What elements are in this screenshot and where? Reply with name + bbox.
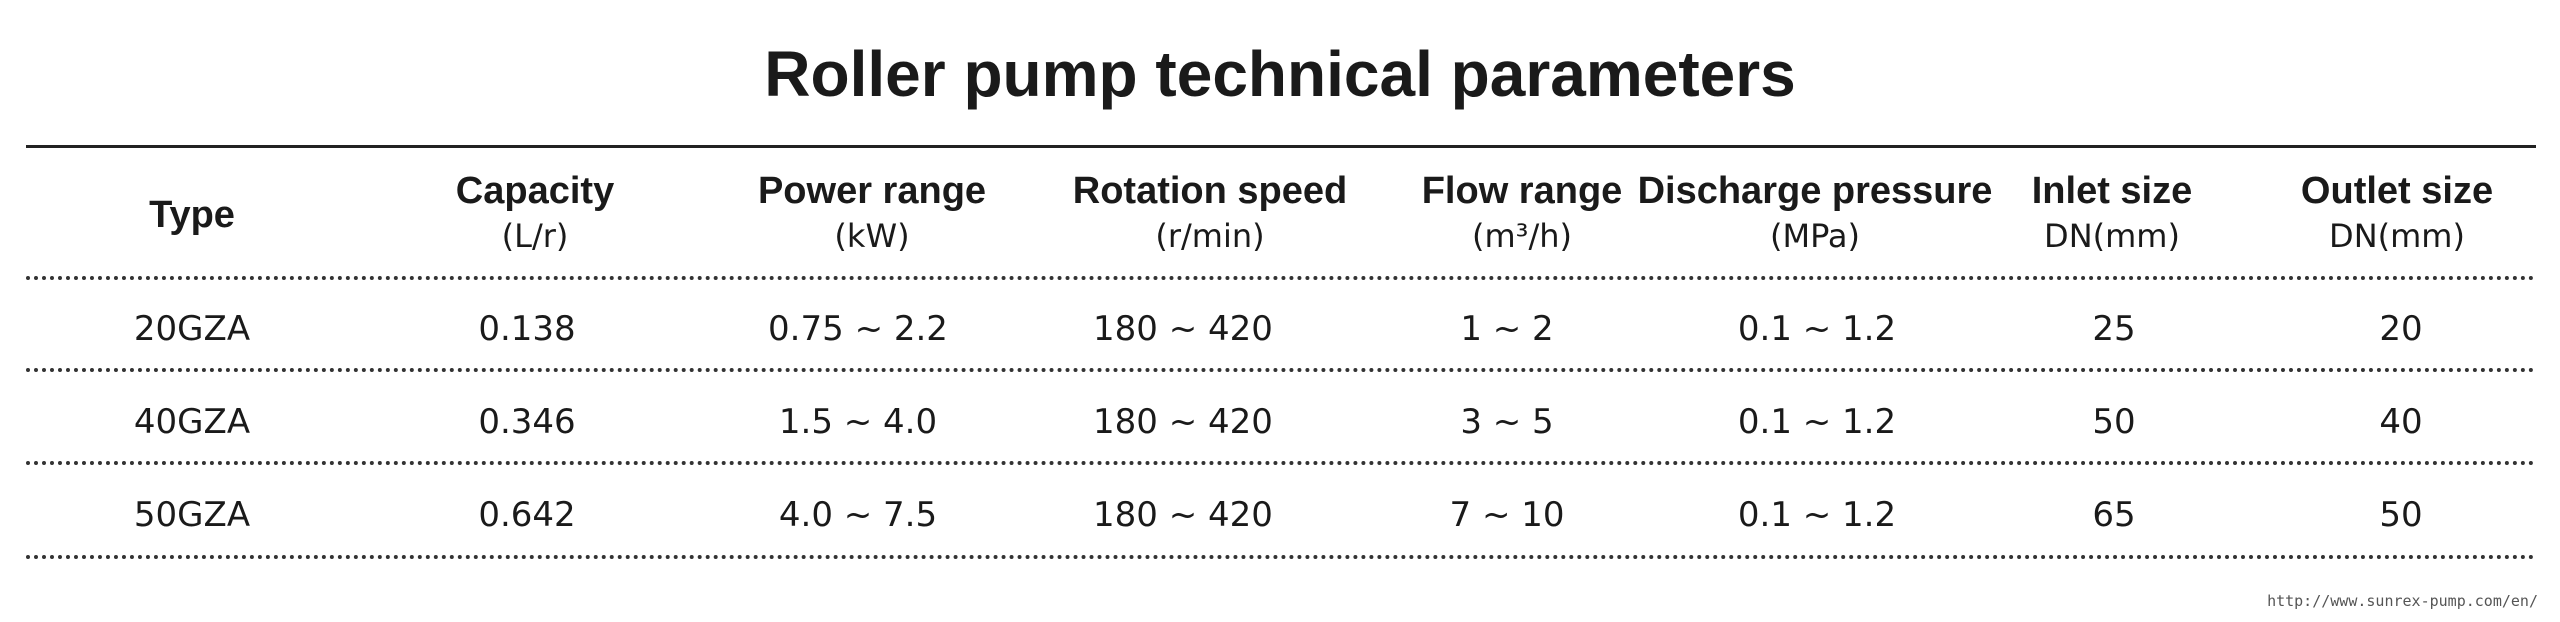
cell-flow-range: 1 ~ 2 — [1460, 309, 1554, 349]
cell-type: 40GZA — [133, 402, 251, 442]
cell-type: 20GZA — [133, 309, 251, 349]
cell-discharge-pressure: 0.1 ~ 1.2 — [1737, 495, 1897, 535]
header-label: Power range — [757, 170, 987, 212]
header-unit: (kW) — [834, 217, 910, 255]
cell-flow-range: 3 ~ 5 — [1460, 402, 1554, 442]
row-divider — [26, 461, 2536, 465]
cell-inlet-size: 50 — [2092, 402, 2136, 442]
cell-inlet-size: 25 — [2092, 309, 2136, 349]
header-unit: DN(mm) — [2044, 217, 2180, 255]
cell-capacity: 0.642 — [478, 495, 576, 535]
header-unit: (m³/h) — [1471, 217, 1573, 255]
header-outlet-size: Outlet size DN(mm) — [2301, 168, 2493, 258]
table-bottom-rule — [26, 555, 2536, 559]
cell-capacity: 0.138 — [478, 309, 576, 349]
cell-discharge-pressure: 0.1 ~ 1.2 — [1737, 309, 1897, 349]
header-capacity: Capacity (L/r) — [456, 168, 614, 258]
row-divider — [26, 276, 2536, 280]
header-label: Type — [149, 194, 235, 236]
cell-capacity: 0.346 — [478, 402, 576, 442]
header-rotation-speed: Rotation speed (r/min) — [1073, 168, 1347, 258]
header-inlet-size: Inlet size DN(mm) — [2032, 168, 2193, 258]
cell-flow-range: 7 ~ 10 — [1449, 495, 1565, 535]
cell-rotation-speed: 180 ~ 420 — [1093, 402, 1273, 442]
page-title: Roller pump technical parameters — [764, 38, 1796, 110]
header-unit: (MPa) — [1769, 217, 1861, 255]
header-unit: (r/min) — [1155, 217, 1265, 255]
header-power-range: Power range (kW) — [758, 168, 986, 258]
header-label: Capacity — [455, 170, 615, 212]
cell-inlet-size: 65 — [2092, 495, 2136, 535]
cell-rotation-speed: 180 ~ 420 — [1093, 309, 1273, 349]
header-unit: DN(mm) — [2329, 217, 2465, 255]
cell-power-range: 0.75 ~ 2.2 — [768, 309, 948, 349]
header-type: Type — [149, 168, 235, 238]
header-unit: (L/r) — [501, 217, 569, 255]
header-flow-range: Flow range (m³/h) — [1422, 168, 1623, 258]
cell-type: 50GZA — [133, 495, 251, 535]
cell-outlet-size: 20 — [2379, 309, 2423, 349]
header-label: Discharge pressure — [1637, 170, 1993, 212]
header-label: Outlet size — [2300, 170, 2494, 212]
cell-outlet-size: 50 — [2379, 495, 2423, 535]
cell-outlet-size: 40 — [2379, 402, 2423, 442]
cell-power-range: 1.5 ~ 4.0 — [778, 402, 938, 442]
header-label: Flow range — [1421, 170, 1623, 212]
watermark-url: http://www.sunrex-pump.com/en/ — [2267, 592, 2538, 610]
table-top-rule — [26, 145, 2536, 148]
cell-power-range: 4.0 ~ 7.5 — [778, 495, 938, 535]
header-label: Inlet size — [2031, 170, 2193, 212]
header-discharge-pressure: Discharge pressure (MPa) — [1638, 168, 1993, 258]
cell-discharge-pressure: 0.1 ~ 1.2 — [1737, 402, 1897, 442]
cell-rotation-speed: 180 ~ 420 — [1093, 495, 1273, 535]
row-divider — [26, 368, 2536, 372]
header-label: Rotation speed — [1072, 170, 1348, 212]
